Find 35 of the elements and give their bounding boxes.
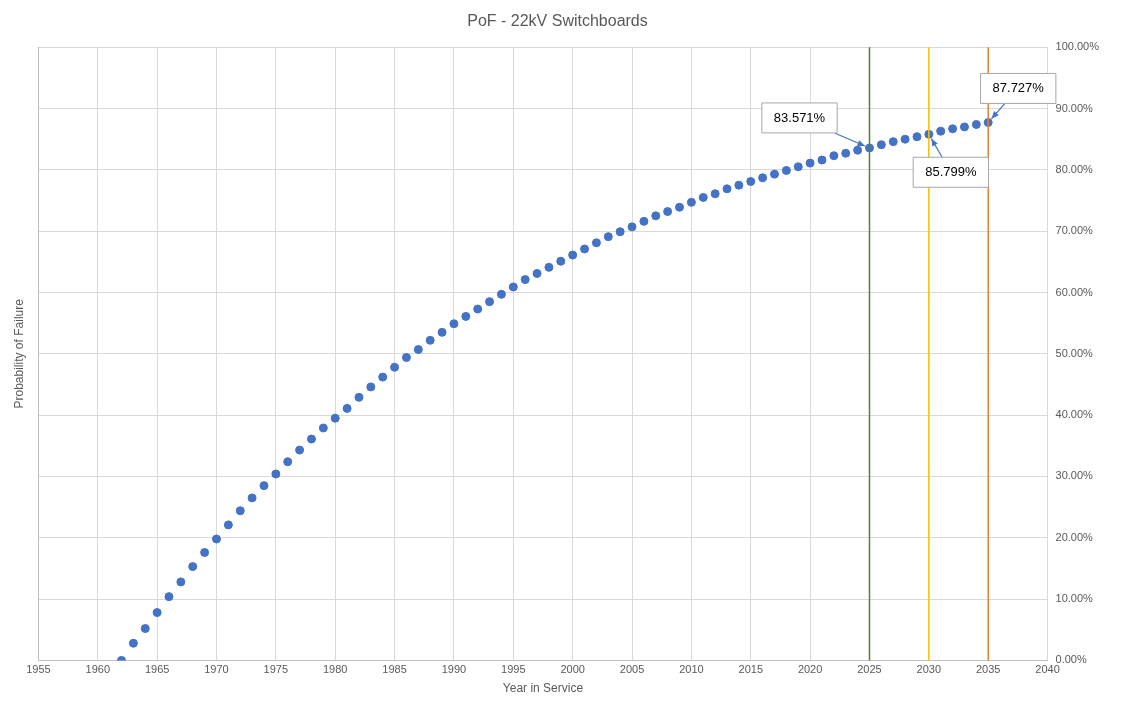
annotation: 87.727% [992, 80, 1045, 96]
y-tick-label: 90.00% [1055, 101, 1094, 114]
x-tick-label: 1995 [501, 663, 526, 676]
x-tick-label: 1970 [204, 663, 229, 676]
x-tick-label: 1990 [441, 663, 467, 676]
y-tick-label: 70.00% [1055, 224, 1094, 237]
x-tick-label: 1975 [263, 663, 289, 676]
chart-title: PoF - 22kV Switchboards [467, 12, 648, 30]
x-axis-title: Year in Service [502, 681, 584, 696]
y-axis-title: Probability of Failure [11, 298, 26, 409]
y-tick-label: 10.00% [1055, 592, 1094, 605]
annotation: 83.571% [773, 109, 826, 125]
x-tick-label: 2000 [560, 663, 585, 676]
x-tick-label: 1965 [144, 663, 170, 676]
y-tick-label: 0.00% [1055, 653, 1087, 666]
x-tick-label: 1985 [382, 663, 407, 676]
y-tick-label: 50.00% [1055, 346, 1094, 359]
x-tick-label: 1955 [26, 663, 51, 676]
x-tick-label: 2005 [619, 663, 645, 676]
y-tick-label: 30.00% [1055, 469, 1094, 482]
x-tick-label: 2035 [975, 663, 1001, 676]
x-tick-label: 2010 [679, 663, 704, 676]
x-tick-label: 2015 [738, 663, 763, 676]
x-tick-label: 2025 [857, 663, 882, 676]
x-tick-label: 2040 [1035, 663, 1060, 676]
annotation: 85.799% [925, 163, 977, 179]
y-tick-label: 20.00% [1055, 530, 1094, 543]
y-tick-label: 60.00% [1055, 285, 1094, 298]
x-tick-label: 2030 [916, 663, 942, 676]
x-tick-label: 1980 [322, 663, 348, 676]
y-tick-label: 80.00% [1055, 162, 1094, 175]
x-tick-label: 2020 [797, 663, 823, 676]
y-tick-label: 100.00% [1055, 40, 1100, 53]
y-tick-label: 40.00% [1055, 408, 1094, 421]
x-tick-label: 1960 [85, 663, 111, 676]
